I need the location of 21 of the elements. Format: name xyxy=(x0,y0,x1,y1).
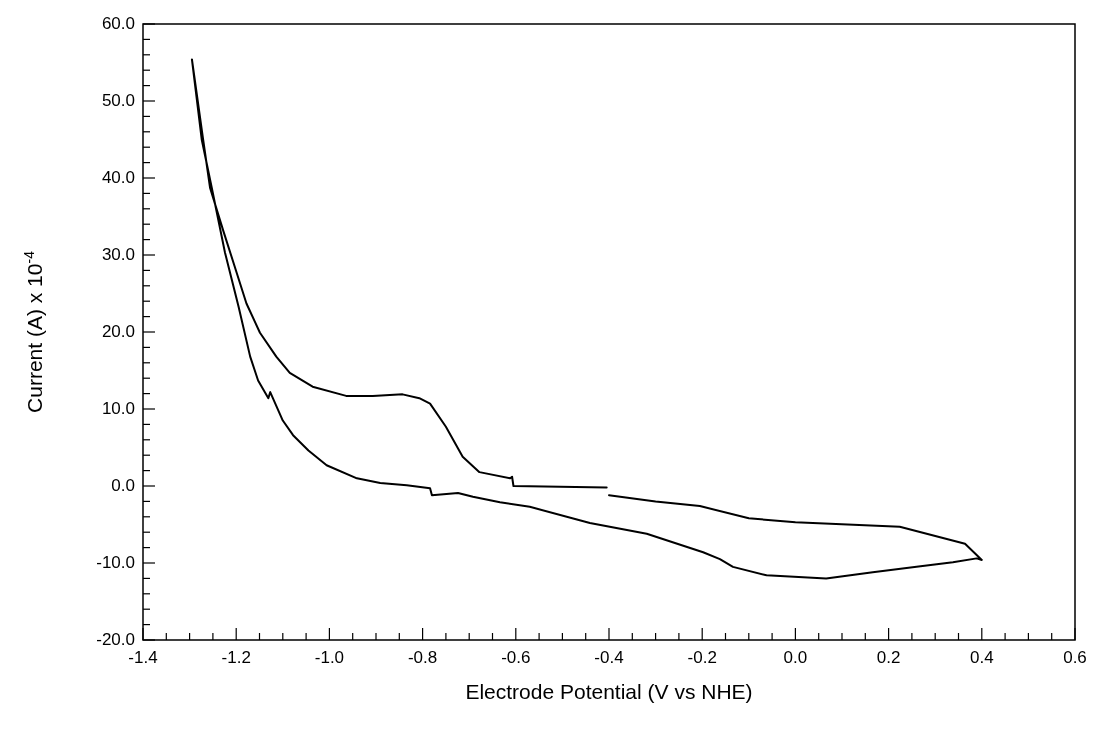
y-tick-label: -10.0 xyxy=(96,552,135,572)
y-tick-label: 50.0 xyxy=(101,90,135,110)
x-tick-label: -0.2 xyxy=(687,647,717,667)
x-tick-label: -0.4 xyxy=(594,647,624,667)
y-tick-label: -20.0 xyxy=(96,629,135,649)
x-tick-label: 0.0 xyxy=(783,647,808,667)
y-tick-label: 10.0 xyxy=(101,398,135,418)
x-tick-label: 0.4 xyxy=(969,647,994,667)
x-tick-label: -1.2 xyxy=(221,647,251,667)
x-tick-label: -1.4 xyxy=(128,647,158,667)
x-tick-label: -1.0 xyxy=(314,647,345,667)
x-tick-label: -0.6 xyxy=(501,647,531,667)
y-tick-label: 20.0 xyxy=(101,321,135,341)
y-tick-label: 0.0 xyxy=(111,475,135,495)
x-axis-title: Electrode Potential (V vs NHE) xyxy=(464,680,754,704)
y-tick-label: 30.0 xyxy=(101,244,135,264)
y-tick-label: 40.0 xyxy=(101,167,135,187)
y-tick-label: 60.0 xyxy=(101,13,135,33)
x-tick-label: 0.2 xyxy=(876,647,901,667)
x-tick-label: 0.6 xyxy=(1063,647,1087,667)
x-tick-label: -0.8 xyxy=(407,647,438,667)
